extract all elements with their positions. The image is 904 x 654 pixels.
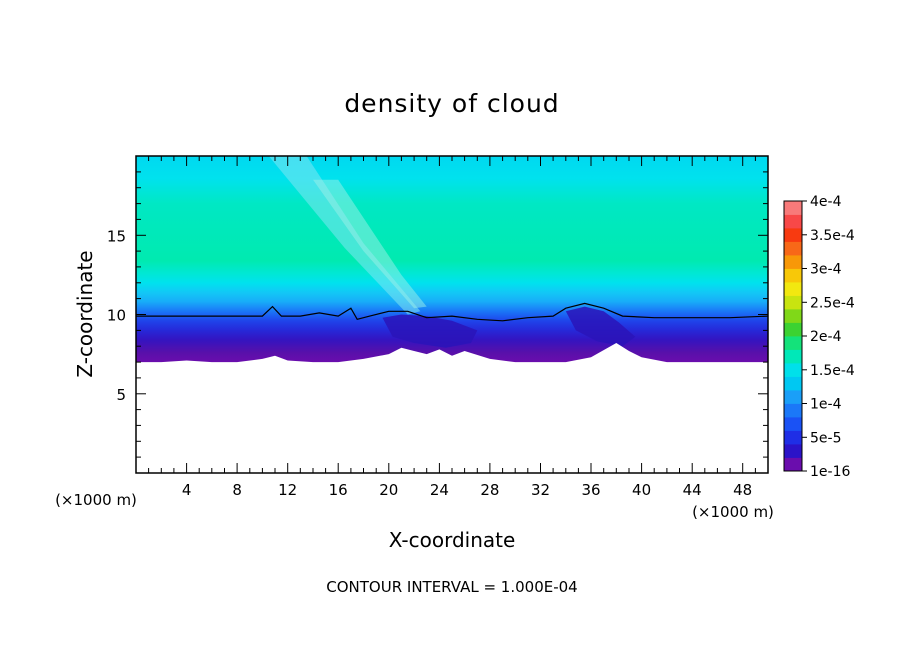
colorbar-swatch [784, 430, 802, 445]
colorbar-swatch [784, 241, 802, 256]
colorbar-swatch [784, 390, 802, 404]
density-plume-streak-light [313, 179, 427, 309]
cloud-base-mask [136, 343, 768, 473]
colorbar-label: 1e-4 [810, 397, 842, 413]
x-tick-label: 4 [182, 481, 192, 499]
x-unit-right: (×1000 m) [692, 503, 774, 521]
x-tick-label: 28 [480, 481, 499, 499]
colorbar-swatch [784, 228, 802, 242]
colorbar-swatch [784, 255, 802, 269]
x-tick-label: 8 [232, 481, 242, 499]
colorbar-swatch [784, 295, 802, 310]
colorbar-swatch [784, 201, 802, 215]
x-axis-label: X-coordinate [389, 528, 516, 552]
colorbar: 4e-4 3.5e-4 3e-4 2.5e-4 2e-4 1.5e-4 1e-4 5e-5 1e… [783, 194, 855, 480]
colorbar-swatch [784, 457, 802, 472]
x-tick-label: 32 [531, 481, 550, 499]
y-tick-label: 10 [107, 307, 126, 325]
colorbar-label: 5e-5 [810, 430, 841, 446]
y-tick-label: 15 [107, 227, 126, 245]
contour-interval-note: CONTOUR INTERVAL = 1.000E-04 [326, 578, 577, 596]
colorbar-swatch [784, 282, 802, 296]
colorbar-label: 1e-16 [810, 464, 850, 480]
colorbar-swatch [784, 309, 802, 323]
density-dark-cell-left [382, 314, 478, 348]
colorbar-label: 2.5e-4 [810, 295, 855, 311]
x-tick-label: 16 [329, 481, 348, 499]
colorbar-swatch [784, 214, 802, 229]
colorbar-swatch [784, 403, 802, 418]
density-plume-streak [268, 156, 421, 315]
chart-title: density of cloud [344, 89, 559, 118]
x-tick-label: 12 [278, 481, 297, 499]
colorbar-label: 4e-4 [810, 194, 842, 210]
colorbar-swatch [784, 268, 802, 283]
colorbar-swatch [784, 322, 802, 337]
x-tick-label: 36 [581, 481, 600, 499]
y-tick-label: 5 [116, 386, 126, 404]
colorbar-label: 1.5e-4 [810, 363, 855, 379]
contour-line-1e-4 [136, 302, 768, 322]
density-dark-cell-right [565, 306, 636, 347]
colorbar-swatch [784, 417, 802, 431]
x-axis-ticks: 4 8 12 16 20 24 28 32 36 40 44 48 [148, 156, 756, 499]
colorbar-label: 3.5e-4 [810, 228, 855, 244]
x-unit-left: (×1000 m) [55, 491, 137, 509]
x-tick-label: 20 [379, 481, 398, 499]
y-axis-ticks: 5 10 15 [107, 171, 768, 458]
x-tick-label: 44 [683, 481, 702, 499]
colorbar-swatch [784, 363, 802, 377]
colorbar-label: 3e-4 [810, 262, 842, 278]
colorbar-swatch [784, 349, 802, 364]
colorbar-label: 2e-4 [810, 329, 842, 345]
x-tick-label: 48 [733, 481, 752, 499]
plot-area [136, 156, 768, 473]
y-axis-label: Z-coordinate [73, 250, 97, 377]
x-tick-label: 40 [632, 481, 651, 499]
colorbar-swatch [784, 336, 802, 350]
colorbar-swatch [784, 376, 802, 391]
colorbar-swatch [784, 444, 802, 458]
x-tick-label: 24 [430, 481, 449, 499]
